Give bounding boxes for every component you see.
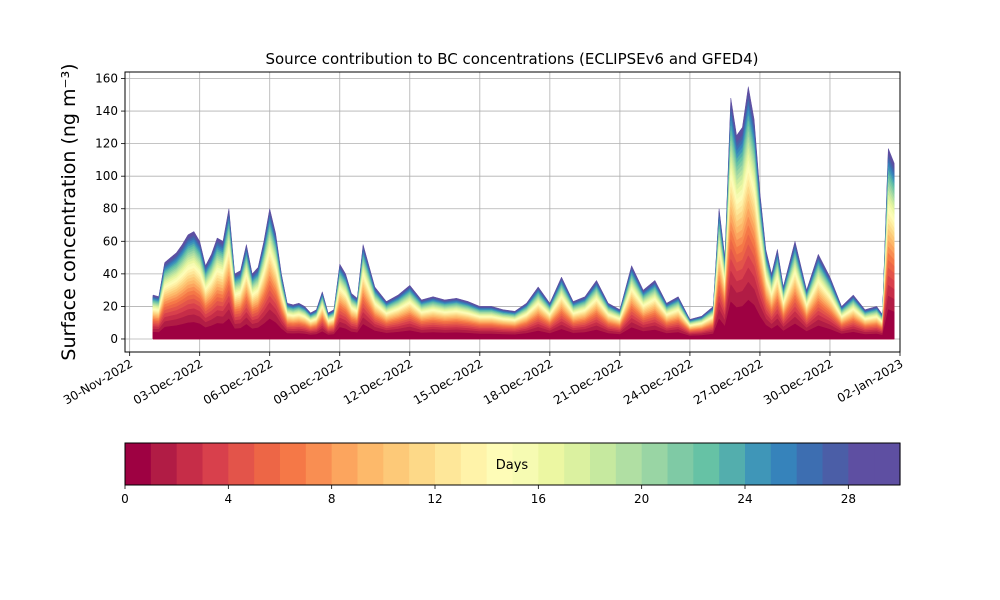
colorbar-cell	[641, 443, 669, 485]
colorbar-tick-label: 24	[737, 492, 752, 506]
age-band-13-days	[152, 173, 895, 340]
colorbar-cell	[719, 443, 746, 485]
y-tick-label: 0	[110, 332, 118, 346]
age-band-12-days	[152, 179, 895, 340]
x-tick-label: 15-Dec-2022	[411, 356, 485, 407]
colorbar-cell	[667, 443, 694, 485]
colorbar-cell	[383, 443, 410, 485]
colorbar-cell	[280, 443, 307, 485]
colorbar-cell	[538, 443, 565, 485]
age-band-11-days	[152, 185, 895, 340]
colorbar-cell	[745, 443, 772, 485]
y-axis-ticks: 0 20 40 60 80 100 120 140 160	[95, 72, 125, 346]
colorbar-cell	[848, 443, 875, 485]
age-band-2-days	[152, 267, 895, 340]
colorbar-cell	[693, 443, 720, 485]
x-tick-label: 21-Dec-2022	[551, 356, 625, 407]
age-band-5-days	[152, 234, 895, 340]
colorbar-cell	[409, 443, 436, 485]
colorbar-cell	[176, 443, 204, 485]
colorbar-cell	[305, 443, 333, 485]
x-tick-label: 30-Nov-2022	[61, 356, 135, 407]
plot-frame	[124, 71, 901, 353]
x-tick-label: 02-Jan-2023	[835, 356, 906, 405]
colorbar-cell	[254, 443, 281, 485]
colorbar-cell	[331, 443, 359, 485]
y-tick-label: 140	[95, 104, 118, 118]
colorbar-ticks: 0 4 8 12 16 20 24 28	[121, 485, 856, 506]
colorbar-tick-label: 20	[634, 492, 649, 506]
colorbar-cell	[564, 443, 591, 485]
colorbar-cell	[822, 443, 849, 485]
y-tick-label: 80	[103, 202, 118, 216]
x-axis-ticks: 30-Nov-202203-Dec-202206-Dec-202209-Dec-…	[61, 352, 906, 407]
x-tick-label: 12-Dec-2022	[341, 356, 415, 407]
x-tick-label: 03-Dec-2022	[131, 356, 205, 407]
x-tick-label: 27-Dec-2022	[691, 356, 765, 407]
colorbar-cell	[512, 443, 539, 485]
age-band-4-days	[152, 244, 895, 340]
colorbar-cell	[125, 443, 152, 485]
colorbar-cell	[150, 443, 178, 485]
y-tick-label: 40	[103, 267, 118, 281]
stacked-area-layers	[152, 86, 895, 340]
colorbar-tick-label: 0	[121, 492, 129, 506]
colorbar-tick-label: 12	[427, 492, 442, 506]
age-band-6-days	[152, 224, 895, 340]
y-tick-label: 120	[95, 137, 118, 151]
colorbar-cells	[125, 443, 901, 485]
age-band-8-days	[152, 207, 895, 340]
colorbar-cell	[590, 443, 617, 485]
colorbar-cell	[796, 443, 824, 485]
y-tick-label: 60	[103, 234, 118, 248]
y-tick-label: 160	[95, 72, 118, 86]
colorbar-tick-label: 16	[531, 492, 546, 506]
colorbar-cell	[435, 443, 462, 485]
age-band-1-days	[152, 281, 895, 340]
colorbar-cell	[770, 443, 798, 485]
colorbar-cell	[874, 443, 901, 485]
x-tick-label: 24-Dec-2022	[621, 356, 695, 407]
age-band-10-days	[152, 192, 895, 340]
colorbar-label: Days	[496, 458, 529, 473]
colorbar-cell	[357, 443, 384, 485]
age-band-3-days	[152, 255, 895, 340]
age-band-9-days	[152, 200, 895, 340]
colorbar-tick-label: 28	[841, 492, 856, 506]
colorbar: Days 0 4 8 12 16 20 24 28	[121, 442, 901, 506]
age-band-7-days	[152, 216, 895, 340]
colorbar-cell	[486, 443, 514, 485]
colorbar-cell	[228, 443, 255, 485]
x-tick-label: 18-Dec-2022	[481, 356, 555, 407]
colorbar-cell	[460, 443, 488, 485]
x-tick-label: 30-Dec-2022	[761, 356, 835, 407]
age-band-15-days	[152, 160, 895, 340]
age-band-14-days	[152, 166, 895, 340]
chart-title: Source contribution to BC concentrations…	[265, 50, 758, 68]
age-band-0-days	[152, 299, 895, 340]
y-axis-label: Surface concentration (ng m⁻³)	[58, 63, 80, 360]
colorbar-tick-label: 4	[225, 492, 233, 506]
colorbar-cell	[202, 443, 229, 485]
x-tick-label: 09-Dec-2022	[271, 356, 345, 407]
x-tick-label: 06-Dec-2022	[201, 356, 275, 407]
colorbar-frame	[124, 442, 901, 486]
y-tick-label: 100	[95, 169, 118, 183]
colorbar-cell	[615, 443, 643, 485]
y-tick-label: 20	[103, 299, 118, 313]
colorbar-tick-label: 8	[328, 492, 336, 506]
